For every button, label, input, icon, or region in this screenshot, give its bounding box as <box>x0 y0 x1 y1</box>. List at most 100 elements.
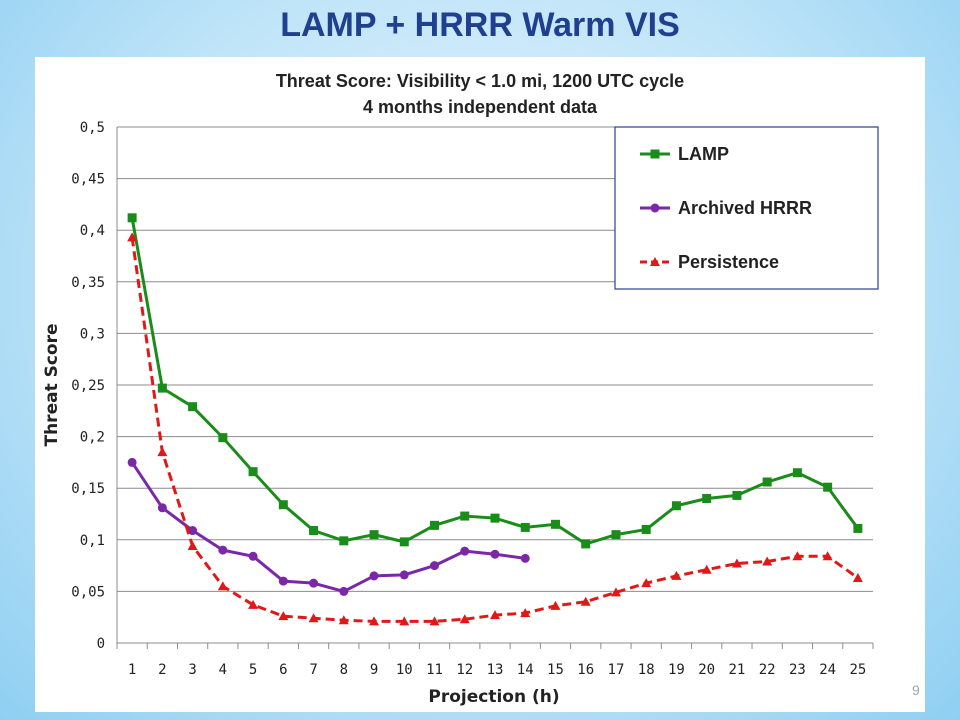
data-point <box>580 596 591 606</box>
x-tick-label: 14 <box>517 662 534 678</box>
data-point <box>731 558 742 568</box>
chart-panel: Threat Score: Visibility < 1.0 mi, 1200 … <box>35 57 925 712</box>
data-point <box>650 257 660 266</box>
data-point <box>732 490 742 500</box>
data-point <box>853 523 863 533</box>
data-point <box>338 615 349 625</box>
y-tick-label: 0,45 <box>71 172 105 188</box>
x-tick-label: 13 <box>487 662 504 678</box>
data-point <box>218 433 228 443</box>
legend-label: Archived HRRR <box>678 198 812 218</box>
data-point <box>278 611 289 621</box>
y-tick-label: 0,25 <box>71 378 105 394</box>
data-point <box>460 546 470 556</box>
data-point <box>701 564 712 574</box>
y-tick-label: 0,3 <box>80 326 105 342</box>
data-point <box>641 524 651 534</box>
data-point <box>369 616 380 626</box>
data-point <box>217 581 228 591</box>
series-archived-hrrr <box>127 457 530 596</box>
data-point <box>369 530 379 540</box>
data-point <box>309 578 319 588</box>
data-point <box>430 520 440 530</box>
x-tick-label: 11 <box>426 662 443 678</box>
data-point <box>762 556 773 566</box>
data-point <box>550 600 561 610</box>
x-tick-label: 20 <box>698 662 715 678</box>
data-point <box>309 526 319 536</box>
data-point <box>520 553 530 563</box>
x-tick-label: 22 <box>759 662 776 678</box>
data-point <box>792 551 803 561</box>
x-tick-label: 4 <box>219 662 227 678</box>
data-point <box>218 545 228 555</box>
series-lamp <box>127 213 863 549</box>
data-point <box>671 501 681 511</box>
data-point <box>430 561 440 571</box>
data-point <box>399 570 409 580</box>
data-point <box>822 551 833 561</box>
data-point <box>611 530 621 540</box>
x-tick-label: 24 <box>819 662 836 678</box>
data-point <box>490 610 500 620</box>
x-tick-label: 6 <box>279 662 287 678</box>
threat-score-chart: Threat Score: Visibility < 1.0 mi, 1200 … <box>42 71 879 707</box>
y-tick-label: 0 <box>97 636 105 652</box>
data-point <box>792 468 802 478</box>
series-line <box>130 461 526 593</box>
data-point <box>339 536 349 546</box>
slide-number: 9 <box>912 682 920 698</box>
data-point <box>157 383 167 393</box>
data-point <box>278 500 288 510</box>
data-point <box>852 572 863 582</box>
data-point <box>399 537 409 547</box>
data-point <box>459 614 470 624</box>
x-tick-label: 9 <box>370 662 378 678</box>
legend-label: Persistence <box>678 252 779 272</box>
data-point <box>490 513 500 523</box>
data-point <box>248 467 258 477</box>
x-tick-label: 17 <box>608 662 625 678</box>
x-axis-label: Projection (h) <box>428 687 559 707</box>
y-tick-label: 0,05 <box>71 584 105 600</box>
data-point <box>429 616 440 626</box>
data-point <box>671 570 682 580</box>
data-point <box>650 203 660 213</box>
x-tick-label: 25 <box>849 662 866 678</box>
x-tick-label: 23 <box>789 662 806 678</box>
x-tick-label: 5 <box>249 662 257 678</box>
x-tick-label: 2 <box>158 662 166 678</box>
y-tick-label: 0,1 <box>80 533 105 549</box>
x-tick-label: 18 <box>638 662 655 678</box>
data-point <box>157 447 168 457</box>
x-tick-label: 19 <box>668 662 685 678</box>
data-point <box>278 576 288 586</box>
legend-entry: Archived HRRR <box>640 198 812 218</box>
data-point <box>641 578 652 588</box>
y-tick-label: 0,4 <box>80 223 105 239</box>
x-tick-label: 12 <box>456 662 473 678</box>
y-axis-label: Threat Score <box>42 323 62 446</box>
chart-title: Threat Score: Visibility < 1.0 mi, 1200 … <box>276 71 684 91</box>
data-point <box>550 519 560 529</box>
data-point <box>339 586 349 596</box>
axes: 00,050,10,150,20,250,30,350,40,450,51 2 3 4… <box>71 120 874 678</box>
y-tick-label: 0,2 <box>80 430 105 446</box>
data-point <box>127 232 138 242</box>
data-point <box>369 571 379 581</box>
chart-subtitle: 4 months independent data <box>363 97 598 117</box>
data-point <box>490 549 500 559</box>
x-tick-label: 8 <box>340 662 348 678</box>
x-tick-label: 21 <box>728 662 745 678</box>
data-point <box>650 149 660 159</box>
x-tick-label: 16 <box>577 662 594 678</box>
legend: LAMP Archived HRRR Persistence <box>614 126 879 290</box>
x-tick-label: 3 <box>188 662 196 678</box>
data-point <box>520 522 530 532</box>
data-point <box>460 511 470 521</box>
data-point <box>248 551 258 561</box>
series-lines <box>127 213 863 626</box>
y-tick-label: 0,35 <box>71 275 105 291</box>
data-point <box>188 526 198 536</box>
x-tick-label: 15 <box>547 662 564 678</box>
